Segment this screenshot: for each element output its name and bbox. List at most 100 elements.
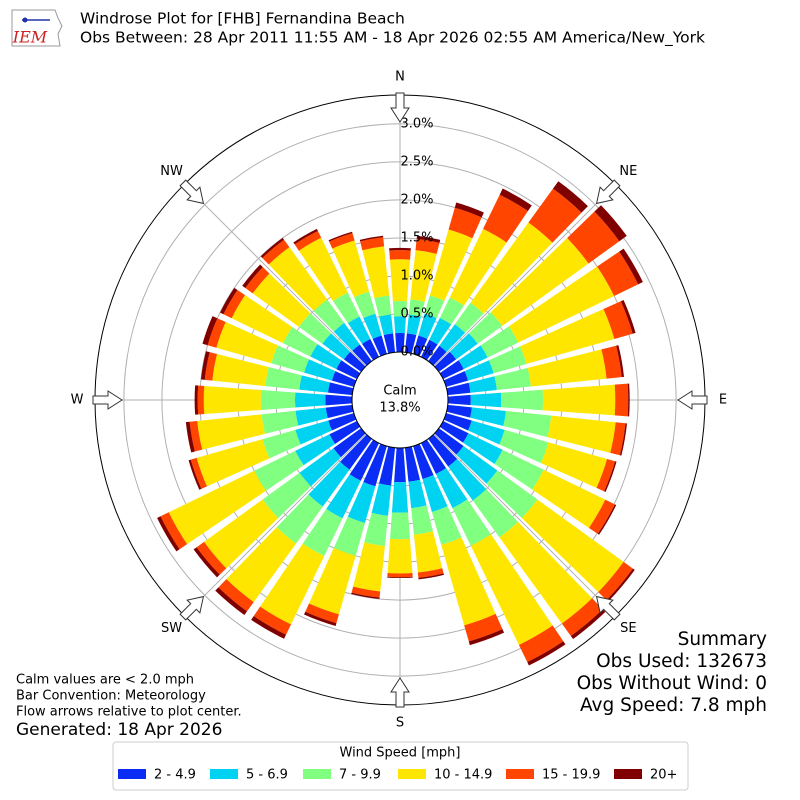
bar-segment [340, 434, 372, 470]
bar-segment [547, 415, 616, 453]
bar-segment [262, 239, 290, 265]
bar-segment [601, 345, 622, 379]
bar-segment [463, 433, 503, 464]
bar-segment [331, 371, 357, 387]
bar-segment [616, 345, 624, 378]
bar-segment [261, 410, 299, 434]
bar-segment [413, 531, 443, 573]
bar-segment [456, 445, 498, 484]
bar-segment [597, 504, 617, 535]
bar-segment [202, 316, 218, 346]
bar-segment [468, 420, 505, 445]
bar-segment [262, 472, 311, 519]
bar-segment [360, 237, 385, 251]
bar-segment [231, 295, 293, 344]
bar-segment [454, 202, 484, 218]
generated: Generated: 18 Apr 2026 [16, 720, 222, 740]
bar-segment [395, 332, 405, 353]
bar-segment [252, 273, 311, 327]
logo-dot [22, 17, 28, 23]
bar-segment [464, 360, 494, 381]
bar-segment [372, 335, 387, 357]
bar-segment [527, 641, 566, 666]
bar-segment [594, 205, 627, 242]
bar-segment [428, 345, 447, 366]
bar-segment [308, 461, 350, 507]
bar-segment [528, 188, 582, 243]
bar-segment [443, 371, 469, 387]
bar-segment [359, 235, 384, 242]
bar-segment [190, 457, 207, 489]
bar-segment [193, 547, 220, 578]
bar-segment [468, 312, 503, 344]
calm-label: Calm [383, 384, 416, 399]
bar-segment [196, 439, 270, 487]
bar-segment [468, 629, 505, 646]
bar-segment [588, 499, 615, 534]
bar-segment [532, 469, 606, 528]
bar-segment [452, 499, 491, 546]
bar-segment [347, 481, 376, 523]
bar-segment [265, 367, 302, 390]
bar-segment [333, 292, 360, 324]
bar-segment [454, 302, 484, 333]
bar-segment [253, 606, 292, 635]
bar-segment [486, 470, 538, 519]
bar-segment [168, 470, 266, 545]
chart-title: Windrose Plot for [FHB] Fernandina Beach [80, 10, 405, 28]
summary-line: Obs Used: 132673 [596, 651, 767, 672]
bar-segment [203, 385, 262, 415]
bar-segment [619, 248, 643, 285]
bar-segment [194, 385, 199, 415]
legend-label: 2 - 4.9 [154, 768, 196, 783]
bar-segment [383, 333, 396, 354]
legend-swatch [506, 769, 534, 779]
bar-segment [527, 349, 607, 387]
bar-segment [480, 326, 519, 358]
bar-segment [389, 247, 411, 251]
bar-segment [322, 333, 351, 360]
flow-arrow-shape [179, 179, 205, 205]
bar-segment [394, 447, 406, 483]
bar-segment [488, 346, 527, 374]
bar-segment [299, 375, 330, 393]
legend-title: Wind Speed [mph] [340, 746, 461, 761]
bar-segment [347, 316, 371, 344]
bar-segment [470, 222, 553, 314]
bar-segment [333, 428, 366, 458]
bar-segment [443, 413, 472, 431]
bar-segment [413, 443, 434, 480]
bar-segment [332, 240, 370, 298]
bar-segment [212, 354, 269, 387]
bar-segment [371, 483, 392, 516]
bar-segment [420, 439, 447, 474]
bar-segment [408, 299, 425, 317]
bar-segment [268, 247, 328, 311]
bar-segment [494, 449, 544, 490]
summary-line: Summary [678, 629, 767, 650]
bar-segment [420, 339, 438, 361]
bar-segment [351, 592, 380, 600]
bar-segment [353, 542, 385, 592]
direction-label: W [71, 393, 84, 408]
r-tick-label: 0.5% [400, 306, 433, 321]
bar-segment [343, 351, 366, 372]
bar-segment [328, 382, 354, 396]
bar-segment [500, 389, 544, 411]
bar-segment [428, 434, 458, 467]
bar-segment [434, 351, 457, 372]
bar-segment [552, 181, 588, 213]
bar-segment [446, 404, 472, 418]
bar-segment [394, 316, 406, 334]
logo-text: IEM [12, 28, 48, 47]
flow-arrow-shape [677, 390, 708, 410]
bar-segment [310, 344, 342, 370]
bar-segment [429, 229, 473, 301]
bar-segment [329, 233, 355, 249]
calm-circle [351, 351, 449, 449]
bar-segment [220, 287, 238, 315]
legend-label: 20+ [650, 768, 677, 783]
bar-segment [363, 443, 387, 487]
